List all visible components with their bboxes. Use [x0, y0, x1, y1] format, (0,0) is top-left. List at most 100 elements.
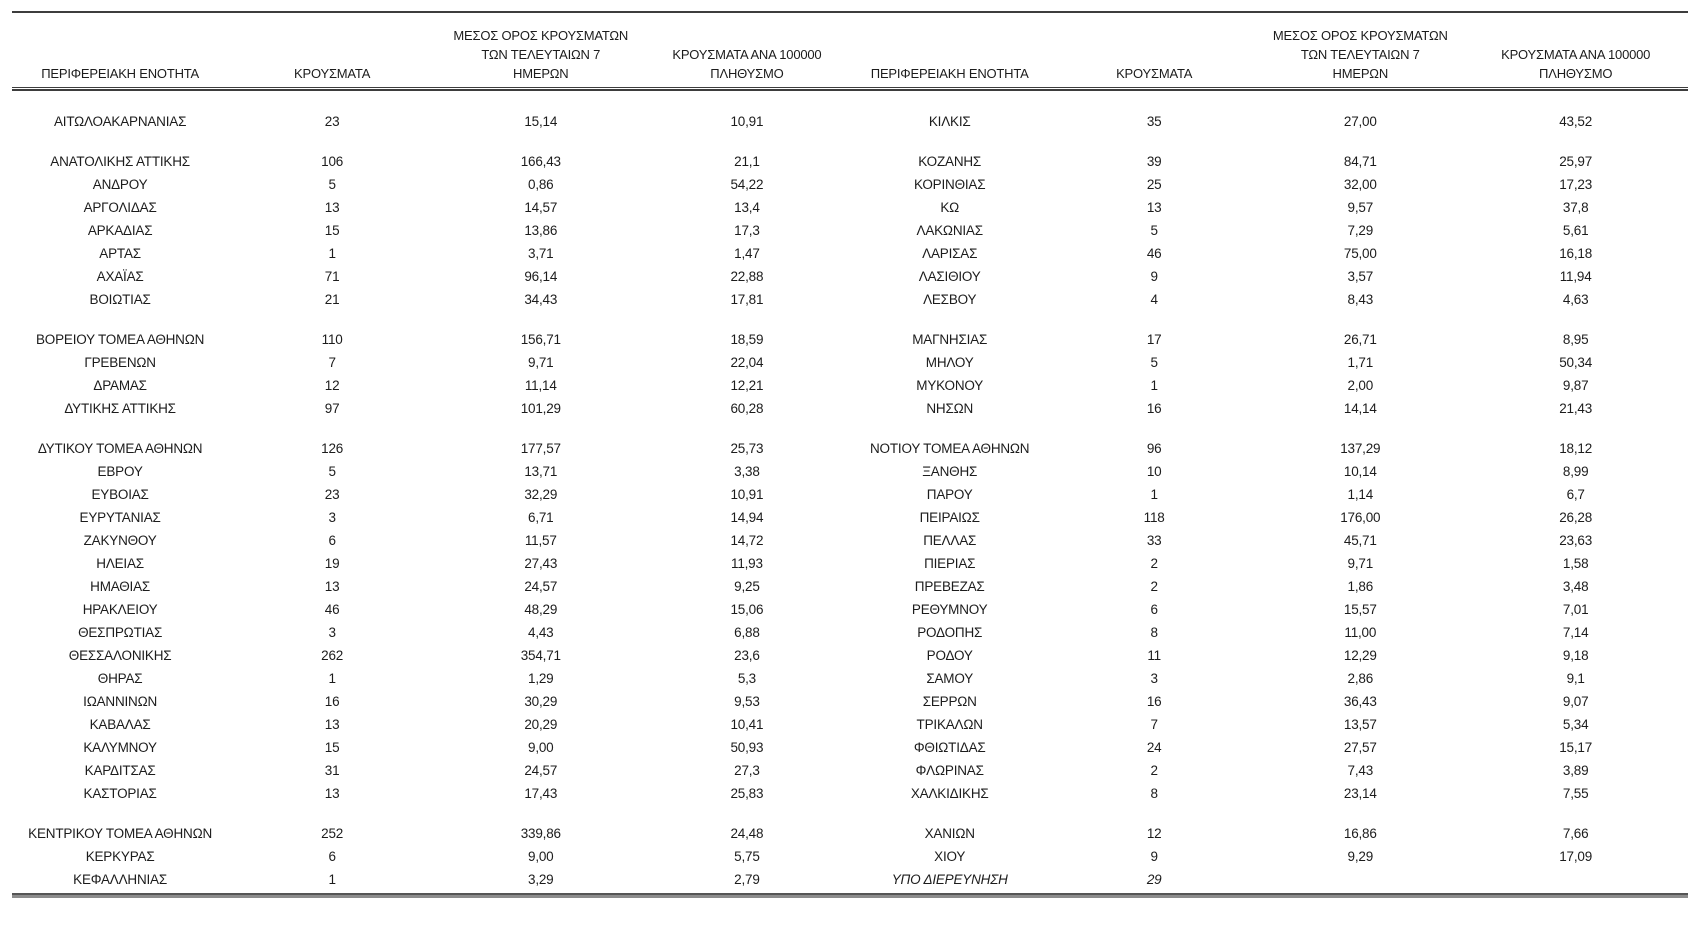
cases-cell-right: 7	[1150, 716, 1158, 732]
avg7-cell-right: 176,00	[1340, 509, 1381, 525]
avg7-cell-left: 11,14	[524, 377, 557, 393]
per100k-cell-right: 23,63	[1559, 532, 1593, 548]
table-row: ΑΝΔΡΟΥ 5 0,86 54,22 ΚΟΡΙΝΘΙΑΣ 25 32,00 17,23	[12, 173, 1688, 196]
avg7-cell-right: 7,43	[1347, 762, 1374, 778]
avg7-cell-right: 32,00	[1343, 176, 1377, 192]
col-header-avg7-left-line1: ΜΕΣΟΣ ΟΡΟΣ ΚΡΟΥΣΜΑΤΩΝ	[453, 28, 629, 43]
avg7-cell-left: 32,29	[524, 486, 558, 502]
cases-cell-right: 11	[1147, 647, 1161, 663]
table-row: ΗΡΑΚΛΕΙΟΥ 46 48,29 15,06 ΡΕΘΥΜΝΟΥ 6 15,57 7,01	[12, 598, 1688, 621]
cases-cell-left: 252	[321, 825, 344, 841]
region-cell-left: ΕΥΒΟΙΑΣ	[91, 486, 149, 502]
col-header-cases-right: ΚΡΟΥΣΜΑΤΑ	[1051, 64, 1257, 83]
per100k-cell-left: 13,4	[734, 199, 760, 215]
per100k-cell-right: 6,7	[1566, 486, 1585, 502]
region-cell-left: ΚΑΒΑΛΑΣ	[89, 716, 151, 732]
group-spacer	[12, 805, 1688, 822]
per100k-cell-left: 17,3	[734, 222, 760, 238]
table-row: ΗΜΑΘΙΑΣ 13 24,57 9,25 ΠΡΕΒΕΖΑΣ 2 1,86 3,48	[12, 575, 1688, 598]
table-row: ΚΑΒΑΛΑΣ 13 20,29 10,41 ΤΡΙΚΑΛΩΝ 7 13,57 5,34	[12, 713, 1688, 736]
region-cell-left: ΑΝΑΤΟΛΙΚΗΣ ΑΤΤΙΚΗΣ	[50, 153, 190, 169]
per100k-cell-left: 9,25	[734, 578, 760, 594]
table-body: ΑΙΤΩΛΟΑΚΑΡΝΑΝΙΑΣ 23 15,14 10,91 ΚΙΛΚΙΣ 35 27,0…	[12, 91, 1688, 891]
cases-cell-left: 12	[324, 377, 340, 393]
table-row: ΚΕΦΑΛΛΗΝΙΑΣ 1 3,29 2,79 ΥΠΟ ΔΙΕΡΕΥΝΗΣΗ 29	[12, 868, 1688, 891]
per100k-cell-left: 5,75	[734, 848, 760, 864]
region-cell-right: ΠΕΛΛΑΣ	[923, 532, 977, 548]
avg7-cell-left: 13,86	[524, 222, 558, 238]
region-cell-left: ΖΑΚΥΝΘΟΥ	[83, 532, 157, 548]
table-row: ΘΕΣΣΑΛΟΝΙΚΗΣ 262 354,71 23,6 ΡΟΔΟΥ 11 12,29 9,1…	[12, 644, 1688, 667]
cases-cell-right: 9	[1150, 268, 1158, 284]
region-cell-left: ΑΡΓΟΛΙΔΑΣ	[83, 199, 157, 215]
col-header-per100k-right: ΚΡΟΥΣΜΑΤΑ ΑΝΑ 100000 ΠΛΗΘΥΣΜΟ	[1463, 45, 1688, 83]
cases-cell-right: 2	[1150, 555, 1158, 571]
avg7-cell-left: 3,71	[528, 245, 554, 261]
region-cell-right: ΛΑΣΙΘΙΟΥ	[918, 268, 981, 284]
table-row: ΔΡΑΜΑΣ 12 11,14 12,21 ΜΥΚΟΝΟΥ 1 2,00 9,87	[12, 374, 1688, 397]
avg7-cell-left: 15,14	[524, 113, 558, 129]
avg7-cell-left: 9,71	[528, 354, 554, 370]
region-cell-right: ΠΕΙΡΑΙΩΣ	[919, 509, 980, 525]
per100k-cell-left: 9,53	[734, 693, 760, 709]
col-header-cases-left: ΚΡΟΥΣΜΑΤΑ	[228, 64, 436, 83]
avg7-cell-left: 0,86	[528, 176, 554, 192]
table-row: ΕΥΒΟΙΑΣ 23 32,29 10,91 ΠΑΡΟΥ 1 1,14 6,7	[12, 483, 1688, 506]
cases-cell-right: 2	[1150, 762, 1158, 778]
col-header-region-right: ΠΕΡΙΦΕΡΕΙΑΚΗ ΕΝΟΤΗΤΑ	[848, 64, 1051, 83]
avg7-cell-right: 1,71	[1347, 354, 1374, 370]
region-cell-right: ΚΟΖΑΝΗΣ	[918, 153, 982, 169]
col-header-avg7-left: ΜΕΣΟΣ ΟΡΟΣ ΚΡΟΥΣΜΑΤΩΝ ΤΩΝ ΤΕΛΕΥΤΑΙΩΝ 7 Η…	[436, 26, 646, 83]
region-cell-right: ΠΑΡΟΥ	[926, 486, 973, 502]
per100k-cell-left: 15,06	[730, 601, 764, 617]
per100k-cell-right: 9,1	[1566, 670, 1585, 686]
avg7-cell-left: 6,71	[528, 509, 554, 525]
region-cell-right: ΠΙΕΡΙΑΣ	[924, 555, 976, 571]
per100k-cell-left: 22,88	[730, 268, 764, 284]
cases-cell-right: 33	[1146, 532, 1162, 548]
avg7-cell-left: 24,57	[524, 578, 558, 594]
per100k-cell-right: 3,48	[1562, 578, 1589, 594]
table-row: ΗΛΕΙΑΣ 19 27,43 11,93 ΠΙΕΡΙΑΣ 2 9,71 1,58	[12, 552, 1688, 575]
cases-cell-left: 23	[324, 113, 340, 129]
avg7-cell-left: 166,43	[520, 153, 561, 169]
per100k-cell-right: 25,97	[1559, 153, 1593, 169]
cases-cell-right: 8	[1150, 624, 1158, 640]
avg7-cell-right: 1,14	[1347, 486, 1374, 502]
cases-cell-left: 13	[324, 578, 340, 594]
avg7-cell-left: 1,29	[528, 670, 554, 686]
region-cell-left: ΒΟΡΕΙΟΥ ΤΟΜΕΑ ΑΘΗΝΩΝ	[36, 331, 205, 347]
avg7-cell-left: 24,57	[524, 762, 558, 778]
avg7-cell-right: 10,14	[1343, 463, 1377, 479]
region-cell-left: ΚΕΝΤΡΙΚΟΥ ΤΟΜΕΑ ΑΘΗΝΩΝ	[28, 825, 213, 841]
per100k-cell-left: 6,88	[734, 624, 760, 640]
region-cell-left: ΕΥΡΥΤΑΝΙΑΣ	[79, 509, 161, 525]
region-cell-right: ΦΛΩΡΙΝΑΣ	[915, 762, 984, 778]
per100k-cell-left: 11,93	[731, 555, 763, 571]
region-cell-right: ΡΟΔΟΠΗΣ	[917, 624, 983, 640]
avg7-cell-right: 75,00	[1343, 245, 1377, 261]
avg7-cell-left: 339,86	[520, 825, 561, 841]
region-cell-left: ΘΕΣΣΑΛΟΝΙΚΗΣ	[68, 647, 172, 663]
per100k-cell-right: 50,34	[1559, 354, 1593, 370]
col-header-region-right-label: ΠΕΡΙΦΕΡΕΙΑΚΗ ΕΝΟΤΗΤΑ	[870, 66, 1029, 81]
avg7-cell-right: 137,29	[1340, 440, 1381, 456]
region-cell-right: ΜΥΚΟΝΟΥ	[916, 377, 984, 393]
cases-cell-left: 7	[328, 354, 336, 370]
per100k-cell-right: 5,61	[1562, 222, 1589, 238]
avg7-cell-left: 14,57	[524, 199, 558, 215]
per100k-cell-left: 23,6	[734, 647, 760, 663]
cases-cell-left: 5	[328, 176, 336, 192]
region-cell-left: ΑΝΔΡΟΥ	[92, 176, 148, 192]
cases-cell-left: 13	[324, 716, 340, 732]
per100k-cell-right: 4,63	[1562, 291, 1589, 307]
cases-cell-left: 13	[324, 785, 340, 801]
cases-cell-right: 3	[1150, 670, 1158, 686]
avg7-cell-left: 34,43	[524, 291, 558, 307]
cases-cell-left: 3	[328, 624, 336, 640]
col-header-per100k-right-line1: ΚΡΟΥΣΜΑΤΑ ΑΝΑ 100000	[1501, 47, 1651, 62]
col-header-cases-right-label: ΚΡΟΥΣΜΑΤΑ	[1116, 66, 1193, 81]
avg7-cell-right: 11,00	[1344, 624, 1377, 640]
avg7-cell-right: 84,71	[1343, 153, 1377, 169]
table-row: ΚΑΡΔΙΤΣΑΣ 31 24,57 27,3 ΦΛΩΡΙΝΑΣ 2 7,43 3,89	[12, 759, 1688, 782]
